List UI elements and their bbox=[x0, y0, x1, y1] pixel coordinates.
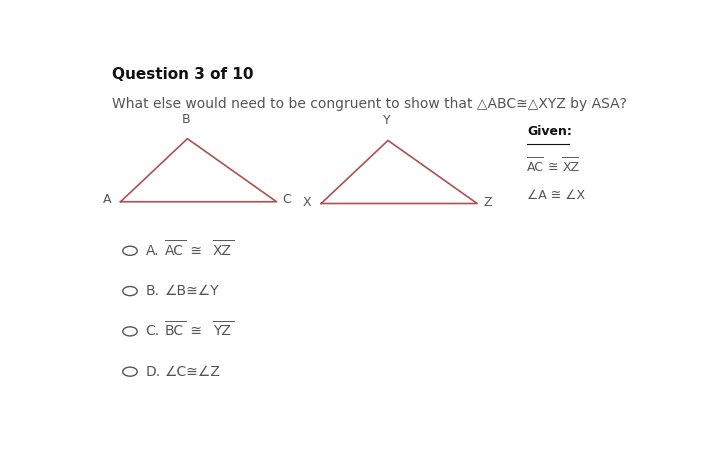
Text: XZ: XZ bbox=[213, 244, 232, 258]
Text: Question 3 of 10: Question 3 of 10 bbox=[112, 67, 254, 82]
Text: A: A bbox=[103, 193, 111, 207]
Text: X: X bbox=[303, 196, 311, 209]
Text: ≅: ≅ bbox=[544, 162, 562, 174]
Text: AC: AC bbox=[165, 244, 184, 258]
Text: C: C bbox=[282, 193, 291, 207]
Text: ∠A ≅ ∠X: ∠A ≅ ∠X bbox=[527, 189, 585, 202]
Text: B: B bbox=[181, 113, 190, 126]
Text: ≅: ≅ bbox=[186, 244, 206, 258]
Text: Y: Y bbox=[383, 114, 390, 127]
Text: ≅: ≅ bbox=[186, 324, 206, 339]
Text: BC: BC bbox=[165, 324, 184, 339]
Text: YZ: YZ bbox=[213, 324, 231, 339]
Text: ∠C≅∠Z: ∠C≅∠Z bbox=[165, 364, 221, 379]
Text: What else would need to be congruent to show that △ABC≅△XYZ by ASA?: What else would need to be congruent to … bbox=[112, 96, 627, 111]
Text: Z: Z bbox=[483, 196, 492, 209]
Text: A.: A. bbox=[145, 244, 159, 258]
Text: D.: D. bbox=[145, 364, 161, 379]
Text: AC: AC bbox=[527, 162, 544, 174]
Text: C.: C. bbox=[145, 324, 160, 339]
Text: Given:: Given: bbox=[527, 125, 572, 138]
Text: B.: B. bbox=[145, 284, 160, 298]
Text: XZ: XZ bbox=[562, 162, 580, 174]
Text: ∠B≅∠Y: ∠B≅∠Y bbox=[165, 284, 220, 298]
